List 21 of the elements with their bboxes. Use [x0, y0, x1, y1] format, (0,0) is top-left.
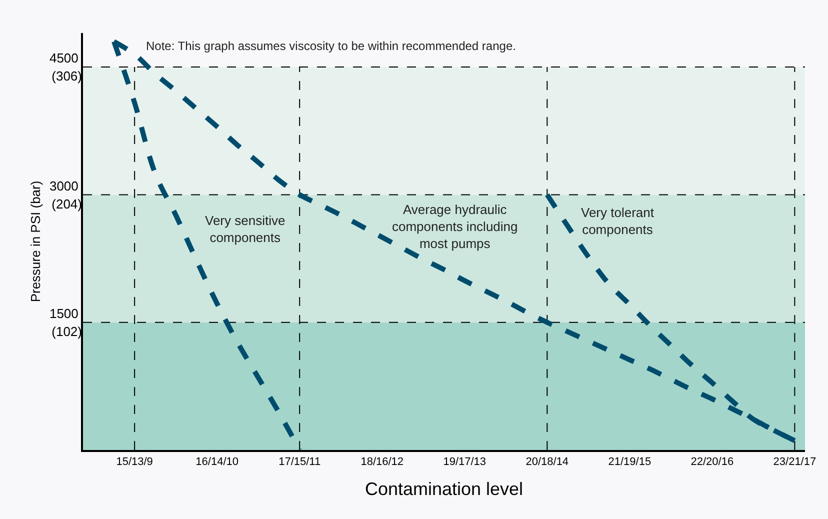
x-tick-label: 16/14/10 — [196, 456, 239, 468]
x-tick-label: 15/13/9 — [116, 456, 153, 468]
y-axis-title: Pressure in PSI (bar) — [28, 180, 43, 302]
x-tick-label: 17/15/11 — [278, 456, 321, 468]
annotation: Very sensitive components — [205, 213, 286, 245]
y-tick-label: 3000 — [49, 178, 78, 194]
x-tick-label: 18/16/12 — [360, 456, 404, 468]
annotation: Very tolerant components — [581, 205, 654, 237]
x-tick-label: 23/21/17 — [773, 456, 816, 468]
annotation: Average hydraulic components including most pumps — [392, 202, 518, 251]
y2-tick-label: (102) — [52, 324, 82, 339]
x-tick-label: 19/17/13 — [443, 456, 486, 468]
y2-tick-label: (306) — [52, 68, 82, 84]
annotation: Note: This graph assumes viscosity to be within recommended range. — [146, 39, 516, 53]
y-tick-label: 1500 — [49, 306, 78, 321]
x-axis-title: Contamination level — [364, 478, 524, 499]
y-tick-label: 4500 — [49, 50, 78, 66]
x-tick-label: 22/20/16 — [690, 456, 734, 468]
y2-tick-label: (204) — [52, 196, 82, 212]
x-tick-label: 20/18/14 — [526, 456, 569, 468]
x-tick-label: 21/19/15 — [608, 456, 652, 468]
